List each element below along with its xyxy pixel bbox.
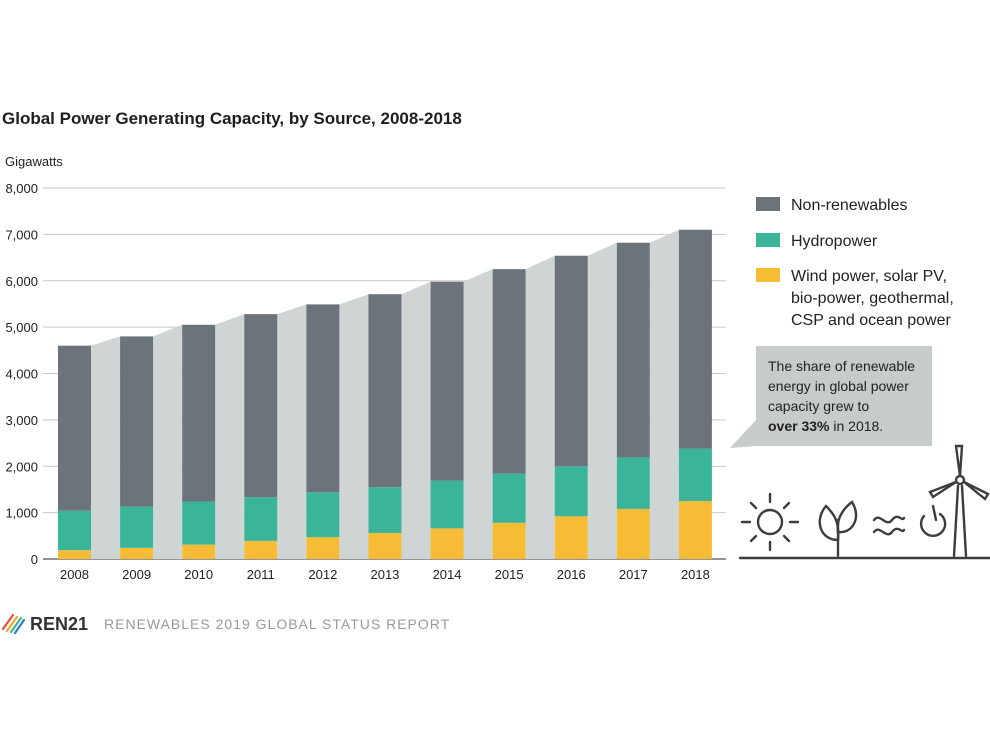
bar-segment <box>120 336 154 507</box>
x-tick-label: 2017 <box>619 567 648 582</box>
bar-segment <box>616 242 650 458</box>
bar-segment <box>430 281 464 481</box>
x-tick-label: 2018 <box>681 567 710 582</box>
bar-segment <box>58 345 91 511</box>
annotation-line-3: capacity grew to <box>768 398 869 414</box>
bar-segment <box>306 537 340 559</box>
bar-segment <box>368 533 402 559</box>
x-tick-label: 2014 <box>433 567 462 582</box>
y-tick-label: 1,000 <box>5 506 38 521</box>
legend-swatch <box>756 268 780 282</box>
y-axis-label: Gigawatts <box>5 154 63 169</box>
legend-label: bio-power, geothermal, <box>791 290 954 307</box>
bar-segment <box>430 528 464 559</box>
y-tick-label: 5,000 <box>5 320 38 335</box>
bar-segment <box>306 492 340 538</box>
bar-segment <box>616 508 650 559</box>
bar-segment <box>120 506 154 548</box>
y-tick-label: 2,000 <box>5 459 38 474</box>
y-tick-label: 0 <box>31 552 38 567</box>
sun-icon <box>740 492 800 552</box>
y-tick-label: 4,000 <box>5 367 38 382</box>
bar-segment <box>182 501 216 545</box>
power-icon <box>919 504 947 537</box>
bar-segment <box>616 457 650 509</box>
chart-title: Global Power Generating Capacity, by Sou… <box>2 109 462 128</box>
x-tick-label: 2016 <box>557 567 586 582</box>
bar-segment <box>554 466 588 517</box>
bar-segment <box>554 255 588 467</box>
connector-band <box>91 336 121 559</box>
legend-swatch <box>756 197 780 211</box>
bar-segment <box>368 487 402 534</box>
legend-label: Non-renewables <box>791 197 908 214</box>
y-tick-label: 3,000 <box>5 413 38 428</box>
bar-segment <box>678 229 712 449</box>
bar-segment <box>58 510 91 551</box>
connector-band <box>153 324 183 559</box>
x-tick-label: 2009 <box>122 567 151 582</box>
x-tick-label: 2010 <box>184 567 213 582</box>
renewables-icons <box>738 444 990 560</box>
y-tick-label: 8,000 <box>5 181 38 196</box>
bar-segment <box>244 314 278 498</box>
bar-segment <box>182 544 216 559</box>
legend-label: CSP and ocean power <box>791 312 951 329</box>
bar-segment <box>120 547 154 559</box>
connector-band <box>277 304 307 559</box>
bar-segment <box>492 522 526 559</box>
annotation-box: The share of renewable energy in global … <box>730 346 932 448</box>
x-tick-label: 2008 <box>60 567 89 582</box>
x-tick-label: 2015 <box>495 567 524 582</box>
x-tick-label: 2013 <box>370 567 399 582</box>
legend: Non-renewables Hydropower Wind power, sola… <box>756 197 954 329</box>
bar-segment <box>368 294 402 488</box>
connector-bands <box>91 229 679 560</box>
bar-segment <box>58 550 91 559</box>
y-tick-label: 7,000 <box>5 227 38 242</box>
connector-band <box>525 255 555 559</box>
connector-band <box>463 269 493 559</box>
connector-band <box>649 229 679 560</box>
ren21-logo-icon <box>1 613 26 635</box>
x-tick-label: 2012 <box>308 567 337 582</box>
bar-segment <box>430 480 464 529</box>
bar-segment <box>244 497 278 541</box>
footer: REN21 RENEWABLES 2019 GLOBAL STATUS REPO… <box>1 613 450 635</box>
annotation-line-1: The share of renewable <box>768 358 915 374</box>
annotation-tail: in 2018. <box>829 418 883 434</box>
connector-band <box>215 314 245 559</box>
bar-segment <box>554 516 588 559</box>
bar-segment <box>492 269 526 474</box>
footer-brand: REN21 <box>30 614 88 634</box>
bar-segment <box>306 304 340 493</box>
bar-stack-group <box>58 229 712 559</box>
bar-segment <box>492 473 526 523</box>
bar-segment <box>244 540 278 559</box>
leaf-icon <box>818 500 858 558</box>
bar-segment <box>678 448 712 502</box>
connector-band <box>401 281 431 559</box>
annotation-highlight: over 33% <box>768 418 830 434</box>
bar-segment <box>678 501 712 559</box>
x-tick-label: 2011 <box>247 567 275 582</box>
y-tick-label: 6,000 <box>5 274 38 289</box>
legend-label: Wind power, solar PV, <box>791 268 947 285</box>
wave-icon <box>872 515 906 536</box>
legend-label: Hydropower <box>791 233 878 250</box>
y-tick-labels: 0 1,000 2,000 3,000 4,000 5,000 6,000 7,000 8,00… <box>5 181 38 567</box>
connector-band <box>587 242 617 559</box>
x-tick-labels: 2008 2009 2010 2011 2012 2013 2014 2015 2016 2017… <box>60 567 710 582</box>
bar-segment <box>182 324 216 502</box>
connector-band <box>339 294 369 559</box>
footer-report-title: RENEWABLES 2019 GLOBAL STATUS REPORT <box>104 616 450 632</box>
annotation-line-2: energy in global power <box>768 378 909 394</box>
legend-swatch <box>756 233 780 247</box>
wind-turbine-icon <box>928 444 990 558</box>
annotation-line-4: over 33% in 2018. <box>768 418 883 434</box>
